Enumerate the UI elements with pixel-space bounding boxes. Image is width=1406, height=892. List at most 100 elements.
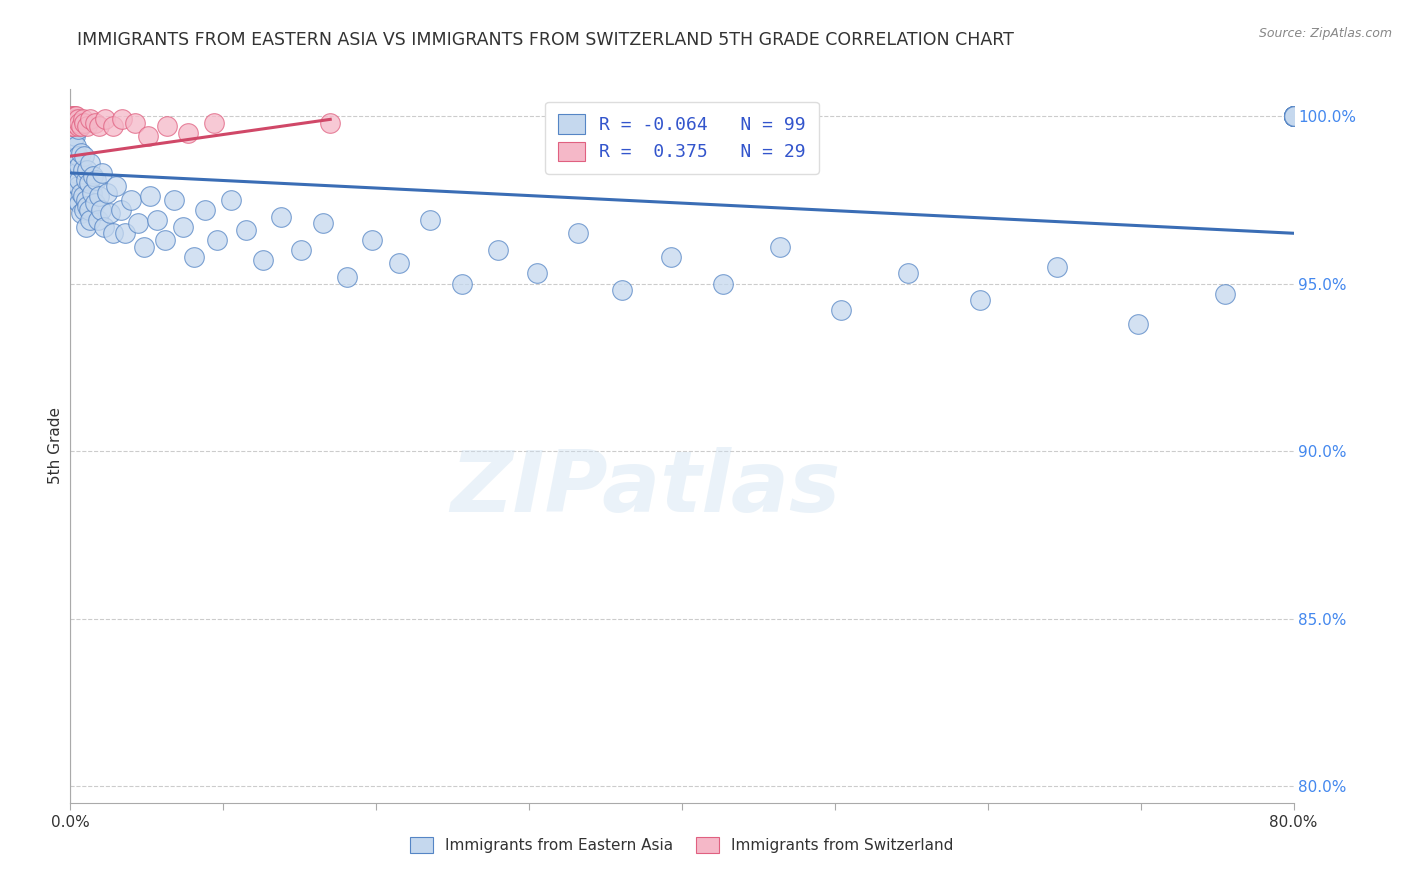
- Point: [65, 139, 87, 153]
- Point: [1282, 109, 1305, 123]
- Point: [969, 293, 991, 308]
- Point: [62, 119, 84, 133]
- Point: [219, 193, 242, 207]
- Point: [66, 119, 89, 133]
- Point: [79, 212, 101, 227]
- Point: [89, 189, 111, 203]
- Point: [711, 277, 734, 291]
- Point: [419, 212, 441, 227]
- Point: [72, 189, 94, 203]
- Point: [1282, 109, 1305, 123]
- Point: [183, 250, 205, 264]
- Point: [127, 216, 149, 230]
- Point: [488, 243, 510, 257]
- Point: [66, 122, 89, 136]
- Point: [62, 112, 84, 127]
- Point: [146, 212, 169, 227]
- Point: [136, 129, 159, 144]
- Point: [96, 186, 118, 200]
- Point: [62, 169, 84, 184]
- Point: [105, 179, 128, 194]
- Point: [124, 116, 146, 130]
- Point: [111, 112, 134, 127]
- Point: [77, 202, 100, 217]
- Point: [1045, 260, 1067, 274]
- Point: [63, 109, 86, 123]
- Point: [77, 176, 100, 190]
- Point: [73, 149, 96, 163]
- Point: [1282, 109, 1305, 123]
- Point: [75, 219, 97, 234]
- Point: [84, 172, 107, 186]
- Point: [66, 112, 89, 127]
- Point: [83, 196, 105, 211]
- Point: [1282, 109, 1305, 123]
- Text: Source: ZipAtlas.com: Source: ZipAtlas.com: [1258, 27, 1392, 40]
- Point: [101, 119, 124, 133]
- Point: [110, 202, 132, 217]
- Point: [87, 212, 110, 227]
- Point: [75, 172, 97, 186]
- Point: [72, 112, 94, 127]
- Point: [89, 119, 111, 133]
- Point: [93, 219, 115, 234]
- Point: [202, 116, 225, 130]
- Point: [526, 267, 548, 281]
- Point: [114, 227, 136, 241]
- Point: [1126, 317, 1149, 331]
- Point: [79, 112, 101, 127]
- Point: [1282, 109, 1305, 123]
- Text: IMMIGRANTS FROM EASTERN ASIA VS IMMIGRANTS FROM SWITZERLAND 5TH GRADE CORRELATIO: IMMIGRANTS FROM EASTERN ASIA VS IMMIGRAN…: [77, 31, 1014, 49]
- Point: [83, 116, 105, 130]
- Point: [98, 206, 121, 220]
- Point: [1282, 109, 1305, 123]
- Point: [897, 267, 920, 281]
- Point: [132, 240, 155, 254]
- Point: [830, 303, 852, 318]
- Point: [101, 227, 124, 241]
- Point: [72, 162, 94, 177]
- Point: [60, 116, 83, 130]
- Point: [205, 233, 228, 247]
- Point: [194, 202, 217, 217]
- Point: [75, 193, 97, 207]
- Point: [66, 149, 89, 163]
- Point: [1282, 109, 1305, 123]
- Point: [70, 119, 93, 133]
- Point: [80, 186, 103, 200]
- Point: [65, 166, 87, 180]
- Point: [69, 172, 91, 186]
- Point: [1282, 109, 1305, 123]
- Point: [177, 126, 200, 140]
- Point: [60, 119, 83, 133]
- Point: [65, 193, 87, 207]
- Point: [65, 109, 87, 123]
- Point: [1282, 109, 1305, 123]
- Text: ZIPatlas: ZIPatlas: [450, 447, 841, 531]
- Point: [90, 202, 112, 217]
- Point: [63, 153, 86, 167]
- Point: [63, 183, 86, 197]
- Point: [62, 132, 84, 146]
- Point: [60, 122, 83, 136]
- Point: [69, 196, 91, 211]
- Point: [1213, 286, 1236, 301]
- Point: [153, 233, 176, 247]
- Point: [659, 250, 682, 264]
- Point: [79, 156, 101, 170]
- Legend: Immigrants from Eastern Asia, Immigrants from Switzerland: Immigrants from Eastern Asia, Immigrants…: [404, 831, 960, 859]
- Point: [94, 112, 117, 127]
- Y-axis label: 5th Grade: 5th Grade: [48, 408, 63, 484]
- Point: [73, 202, 96, 217]
- Point: [172, 219, 194, 234]
- Point: [63, 129, 86, 144]
- Point: [62, 109, 84, 123]
- Point: [290, 243, 312, 257]
- Point: [63, 116, 86, 130]
- Point: [139, 189, 162, 203]
- Point: [1282, 109, 1305, 123]
- Point: [70, 186, 93, 200]
- Point: [311, 216, 333, 230]
- Point: [69, 159, 91, 173]
- Point: [163, 193, 186, 207]
